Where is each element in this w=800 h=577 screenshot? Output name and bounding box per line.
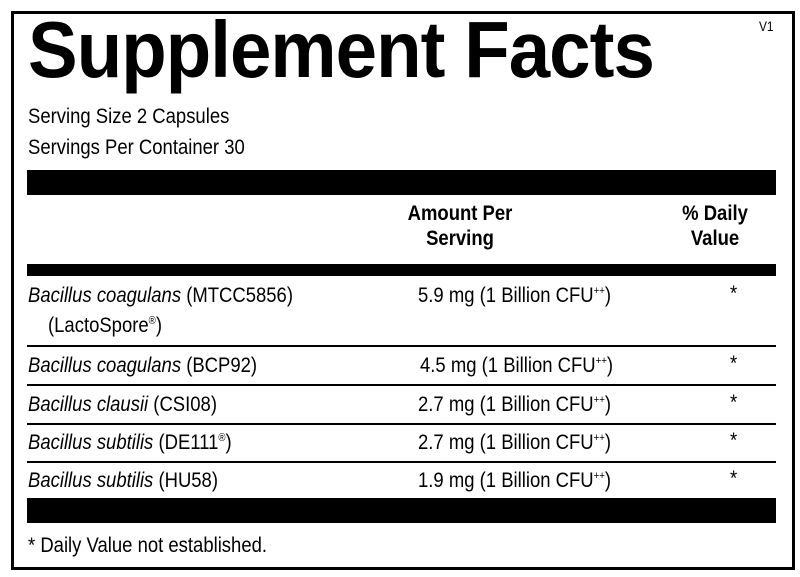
thick-divider-top <box>27 170 776 195</box>
header-dv-line2: Value <box>690 227 740 250</box>
thick-divider-bottom <box>27 498 776 523</box>
serving-size: Serving Size 2 Capsules <box>28 105 230 128</box>
ingredient-amount: 1.9 mg (1 Billion CFU++) <box>418 469 612 492</box>
ingredient-amount: 2.7 mg (1 Billion CFU++) <box>418 393 612 416</box>
ingredient-name: Bacillus coagulans (BCP92) <box>28 354 258 377</box>
header-dv-line1: % Daily <box>682 202 748 225</box>
ingredient-amount: 2.7 mg (1 Billion CFU++) <box>418 431 612 454</box>
ingredient-daily-value: * <box>730 282 738 305</box>
row-divider <box>27 423 776 425</box>
ingredient-amount: 4.5 mg (1 Billion CFU++) <box>420 354 614 377</box>
ingredient-name: Bacillus subtilis (DE111®) <box>28 431 232 454</box>
ingredient-amount: 5.9 mg (1 Billion CFU++) <box>418 284 612 307</box>
header-amount-per-serving: Amount Per Serving <box>390 201 531 251</box>
ingredient-trademark: (LactoSpore®) <box>48 314 162 337</box>
panel-title: Supplement Facts <box>28 5 655 94</box>
footnote: * Daily Value not established. <box>28 534 268 557</box>
servings-per-container: Servings Per Container 30 <box>28 136 245 159</box>
ingredient-name: Bacillus subtilis (HU58) <box>28 469 218 492</box>
row-divider <box>27 461 776 463</box>
header-amount-line2: Serving <box>426 227 494 250</box>
ingredient-daily-value: * <box>730 391 738 414</box>
row-divider <box>27 345 776 347</box>
ingredient-name: Bacillus clausii (CSI08) <box>28 393 217 416</box>
ingredient-daily-value: * <box>730 467 738 490</box>
version-label: V1 <box>759 18 774 34</box>
ingredient-daily-value: * <box>730 352 738 375</box>
header-daily-value: % Daily Value <box>667 201 764 251</box>
medium-divider <box>27 264 776 276</box>
ingredient-name: Bacillus coagulans (MTCC5856) <box>28 284 294 307</box>
row-divider <box>27 384 776 386</box>
supplement-facts-panel <box>11 11 795 570</box>
ingredient-daily-value: * <box>730 429 738 452</box>
header-amount-line1: Amount Per <box>407 202 513 225</box>
